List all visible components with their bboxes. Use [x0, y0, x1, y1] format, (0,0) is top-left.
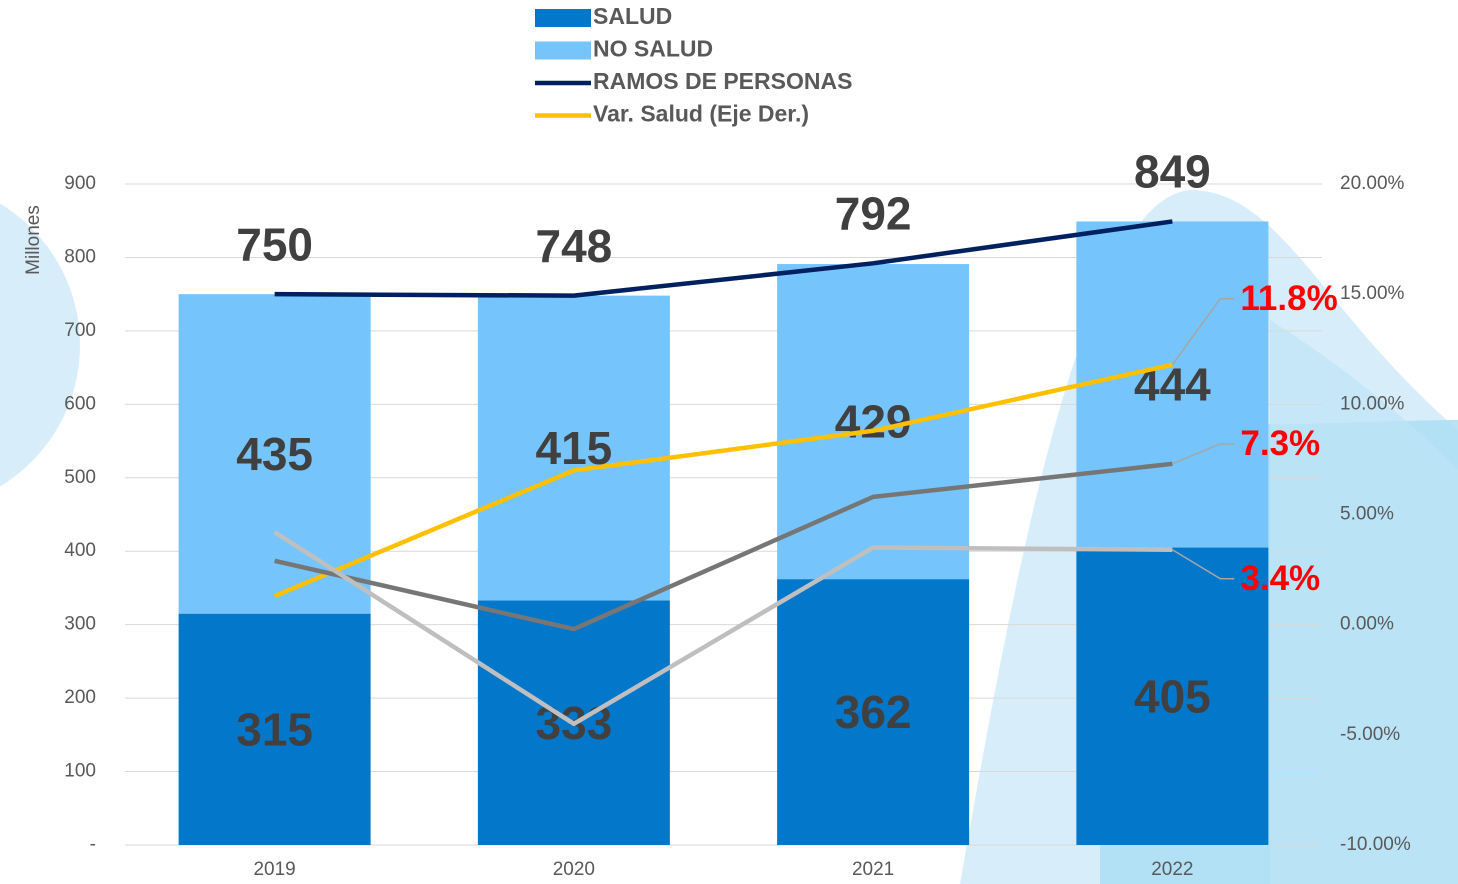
y-tick-label: 700: [64, 320, 96, 341]
bar-value-label: 435: [236, 428, 313, 480]
legend-label: Var. Salud (Eje Der.): [593, 101, 809, 127]
line: [275, 221, 1173, 295]
bar-value-label: 429: [835, 396, 912, 448]
line-value-label: 748: [536, 220, 613, 272]
y2-tick-label: -5.00%: [1340, 724, 1400, 745]
bar-value-label: 405: [1134, 670, 1211, 722]
x-tick-label: 2022: [1151, 859, 1193, 880]
x-tick-label: 2021: [852, 859, 894, 880]
legend-label: RAMOS DE PERSONAS: [593, 68, 852, 94]
y2-tick-label: 10.00%: [1340, 393, 1405, 414]
y-tick-label: -: [90, 834, 96, 855]
y-tick-label: 500: [64, 467, 96, 488]
legend-label: NO SALUD: [593, 36, 713, 62]
y-tick-label: 200: [64, 687, 96, 708]
y2-tick-label: 0.00%: [1340, 614, 1394, 635]
line-value-label: 750: [236, 218, 313, 270]
bar-value-label: 315: [236, 703, 313, 755]
y-tick-label: 300: [64, 614, 96, 635]
chart: Millones - 100 200 300 400 500 600 700 800 900 -10…: [0, 0, 1458, 884]
y2-tick-label: 20.00%: [1340, 173, 1405, 194]
y-tick-label: 800: [64, 246, 96, 267]
value-label: 3.4%: [1240, 559, 1320, 598]
line-value-label: 792: [835, 187, 912, 239]
line-value-label: 849: [1134, 146, 1211, 198]
legend-swatch: [535, 9, 591, 27]
value-label: 7.3%: [1240, 424, 1320, 463]
bar-value-label: 362: [835, 686, 912, 738]
x-tick-label: 2019: [253, 859, 295, 880]
y-tick-label: 100: [64, 761, 96, 782]
y-tick-label: 600: [64, 393, 96, 414]
y-tick-label: 900: [64, 173, 96, 194]
x-tick-label: 2020: [553, 859, 595, 880]
y2-tick-label: -10.00%: [1340, 834, 1411, 855]
y-tick-label: 400: [64, 540, 96, 561]
y-axis-label: Millones: [23, 205, 44, 275]
value-label: 11.8%: [1240, 279, 1337, 318]
y2-tick-label: 15.00%: [1340, 283, 1405, 304]
legend-swatch: [535, 42, 591, 60]
y2-tick-label: 5.00%: [1340, 504, 1394, 525]
legend-label: SALUD: [593, 3, 672, 29]
